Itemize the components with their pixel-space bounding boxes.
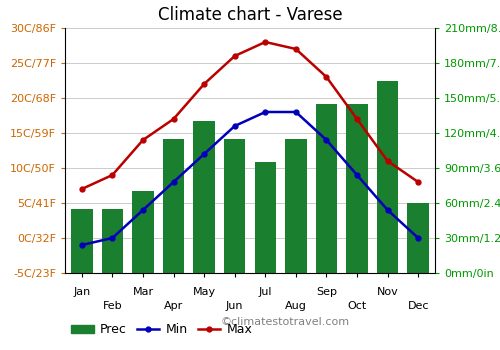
Bar bbox=[224, 139, 246, 273]
Bar bbox=[285, 139, 306, 273]
Text: ©climatestotravel.com: ©climatestotravel.com bbox=[220, 317, 350, 327]
Bar bbox=[194, 121, 215, 273]
Text: Feb: Feb bbox=[102, 301, 122, 311]
Bar bbox=[254, 162, 276, 273]
Bar bbox=[163, 139, 184, 273]
Bar bbox=[408, 203, 429, 273]
Text: Sep: Sep bbox=[316, 287, 337, 297]
Text: Dec: Dec bbox=[408, 301, 429, 311]
Bar bbox=[71, 209, 92, 273]
Text: Aug: Aug bbox=[285, 301, 307, 311]
Bar bbox=[316, 104, 337, 273]
Text: Oct: Oct bbox=[348, 301, 366, 311]
Text: Nov: Nov bbox=[376, 287, 398, 297]
Text: Mar: Mar bbox=[132, 287, 154, 297]
Bar bbox=[377, 80, 398, 273]
Bar bbox=[132, 191, 154, 273]
Legend: Prec, Min, Max: Prec, Min, Max bbox=[72, 323, 252, 336]
Text: Jan: Jan bbox=[73, 287, 90, 297]
Text: Apr: Apr bbox=[164, 301, 183, 311]
Bar bbox=[346, 104, 368, 273]
Text: Jul: Jul bbox=[258, 287, 272, 297]
Bar bbox=[102, 209, 123, 273]
Text: Jun: Jun bbox=[226, 301, 244, 311]
Text: May: May bbox=[192, 287, 216, 297]
Title: Climate chart - Varese: Climate chart - Varese bbox=[158, 6, 342, 24]
